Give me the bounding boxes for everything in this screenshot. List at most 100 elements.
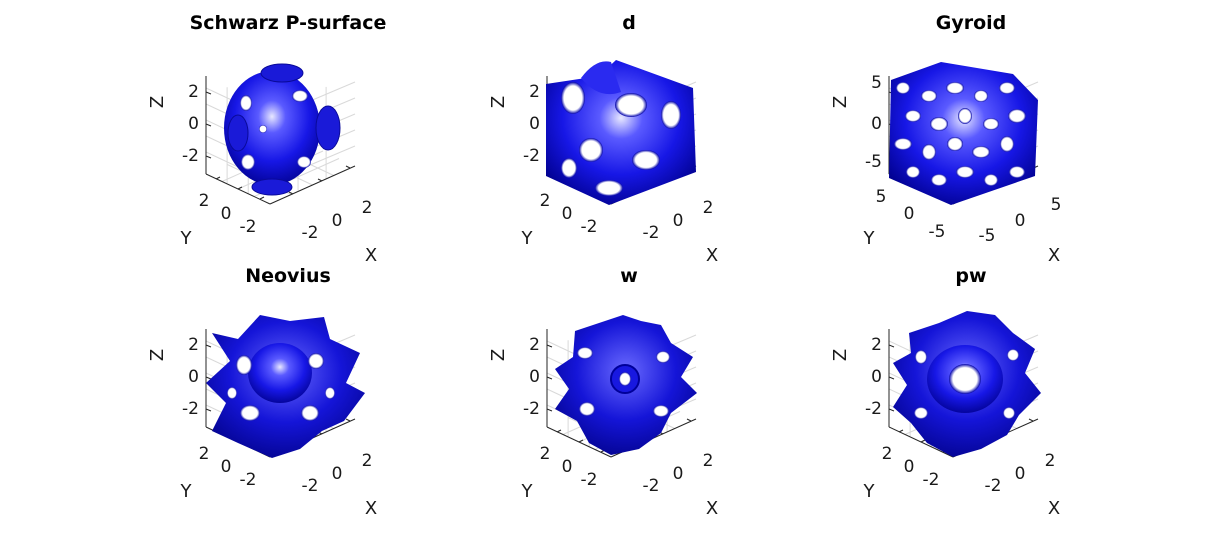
z-tick-mark — [888, 344, 895, 348]
z-tick-mark — [205, 344, 212, 348]
surface-hole — [297, 156, 311, 168]
y-axis-label: Y — [180, 481, 193, 502]
z-axis-label: Z — [830, 349, 851, 361]
surface-hole — [619, 372, 631, 386]
z-tick-mark — [205, 376, 212, 380]
surface-hole — [308, 353, 324, 369]
z-tick-label: 0 — [871, 367, 882, 387]
x-tick-mark — [345, 418, 351, 422]
subplot-w: w 2 0 -2 2 0 -2 -2 0 2 Z Y X — [488, 265, 718, 519]
y-axis-label: Y — [521, 228, 534, 249]
surface-hole — [983, 118, 999, 130]
x-tick-mark — [686, 418, 692, 422]
subplot-title: Schwarz P-surface — [190, 12, 387, 34]
surface-hole — [1007, 349, 1019, 361]
y-tick-label: -5 — [929, 222, 946, 242]
z-tick-label: -2 — [182, 399, 199, 419]
tick-labels: 2 0 -2 2 0 -2 -2 0 2 — [523, 335, 713, 496]
surface-hole — [227, 387, 237, 399]
z-tick-label: 0 — [188, 114, 199, 134]
surface-hole — [1008, 109, 1026, 123]
surface-hole — [896, 82, 910, 94]
z-tick-label: 2 — [188, 82, 199, 102]
x-tick-mark — [1028, 418, 1034, 422]
surface-hole — [999, 82, 1015, 94]
x-tick-mark — [288, 191, 294, 195]
surface-hole — [921, 90, 937, 102]
z-axis-label: Z — [830, 96, 851, 108]
x-axis-label: X — [365, 498, 377, 519]
surface-plot — [893, 311, 1041, 457]
y-axis-label: Y — [521, 481, 534, 502]
surface-hole — [914, 407, 928, 419]
x-tick-label: 0 — [1015, 211, 1026, 231]
surface-hole — [905, 110, 921, 122]
x-tick-label: -2 — [985, 476, 1002, 496]
surface-hole — [946, 82, 964, 94]
y-tick-label: 0 — [221, 457, 232, 477]
y-tick-mark — [898, 429, 904, 433]
z-tick-mark — [205, 91, 212, 95]
surface-hole — [241, 154, 255, 170]
surface-neck — [315, 105, 341, 151]
z-axis-label: Z — [147, 96, 168, 108]
surface-hole — [292, 90, 308, 102]
x-axis-label: X — [706, 498, 718, 519]
surface-hole — [1009, 166, 1025, 178]
z-tick-label: 0 — [529, 114, 540, 134]
surface-body — [546, 60, 696, 205]
y-tick-label: 0 — [904, 457, 915, 477]
z-tick-mark — [888, 376, 895, 380]
surface-hole — [653, 405, 669, 417]
y-tick-label: -2 — [923, 470, 940, 490]
z-tick-mark — [546, 408, 553, 412]
surface-neck — [260, 63, 304, 83]
y-tick-label: 0 — [904, 204, 915, 224]
z-tick-label: 2 — [188, 335, 199, 355]
subplot-schwarz-p: Schwarz P-surface 2 0 -2 2 0 -2 -2 0 2 Z… — [147, 12, 386, 266]
x-tick-label: 0 — [1015, 464, 1026, 484]
subplot-title: d — [622, 12, 636, 34]
subplot-d: d 2 0 -2 2 0 -2 -2 0 2 Z Y X — [488, 12, 718, 266]
y-tick-label: 2 — [540, 191, 551, 211]
y-tick-label: 0 — [562, 457, 573, 477]
surface-lobe — [248, 343, 312, 403]
x-tick-label: 2 — [362, 451, 373, 471]
x-tick-label: 2 — [362, 198, 373, 218]
x-tick-label: -2 — [643, 223, 660, 243]
y-tick-mark — [215, 176, 221, 180]
z-tick-label: -2 — [523, 399, 540, 419]
surface-hole — [915, 350, 927, 364]
x-tick-label: 0 — [332, 464, 343, 484]
z-tick-mark — [546, 376, 553, 380]
surface-lobe — [581, 61, 621, 95]
y-axis-label: Y — [863, 481, 876, 502]
surface-plot — [206, 315, 365, 458]
x-tick-mark — [317, 178, 323, 182]
surface-neck — [227, 114, 249, 152]
subplot-title: pw — [955, 265, 986, 287]
subplot-pw: pw 2 0 -2 2 0 -2 -2 0 2 Z Y X — [830, 265, 1060, 519]
x-axis-label: X — [1048, 245, 1060, 266]
z-tick-label: -2 — [182, 146, 199, 166]
y-tick-label: -2 — [240, 217, 257, 237]
x-tick-mark — [345, 165, 351, 169]
x-tick-label: -2 — [302, 223, 319, 243]
surface-hole — [972, 146, 990, 158]
y-tick-label: 0 — [562, 204, 573, 224]
surface-body — [889, 62, 1038, 205]
y-tick-mark — [556, 429, 562, 433]
y-tick-mark — [259, 196, 265, 200]
y-tick-label: 0 — [221, 204, 232, 224]
surface-hole — [931, 174, 947, 186]
y-tick-label: -2 — [581, 217, 598, 237]
z-tick-mark — [546, 344, 553, 348]
x-tick-label: -2 — [302, 476, 319, 496]
surface-plot — [889, 62, 1038, 205]
surface-hole — [1000, 136, 1014, 152]
x-axis-line — [269, 165, 356, 205]
y-tick-label: 2 — [199, 191, 210, 211]
subplot-gyroid: Gyroid 5 0 -5 5 0 -5 -5 0 5 Z Y X — [830, 12, 1061, 266]
x-axis-label: X — [365, 245, 377, 266]
